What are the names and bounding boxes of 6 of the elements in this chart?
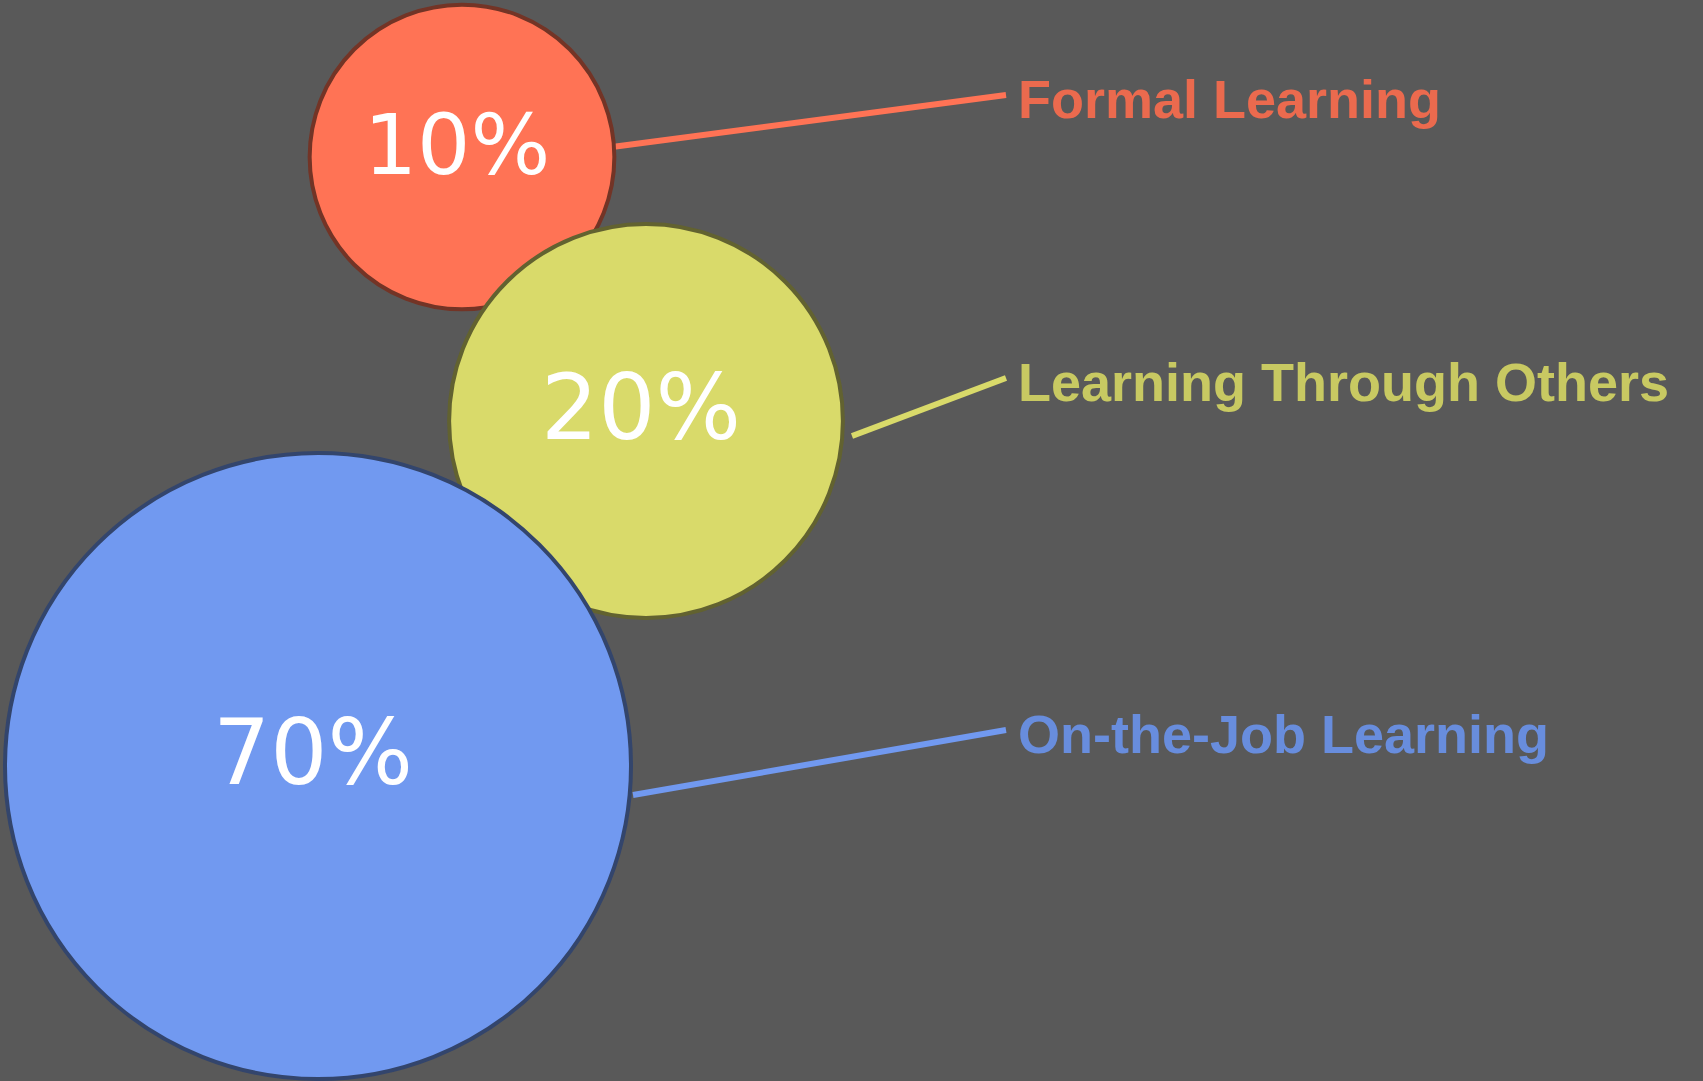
category-label: Learning Through Others — [1018, 351, 1670, 412]
data-label: 10% — [363, 95, 551, 194]
category-label: On-the-Job Learning — [1018, 703, 1549, 764]
data-label: 70% — [212, 700, 414, 806]
data-label: 20% — [540, 355, 742, 461]
category-label: Formal Learning — [1018, 68, 1442, 129]
